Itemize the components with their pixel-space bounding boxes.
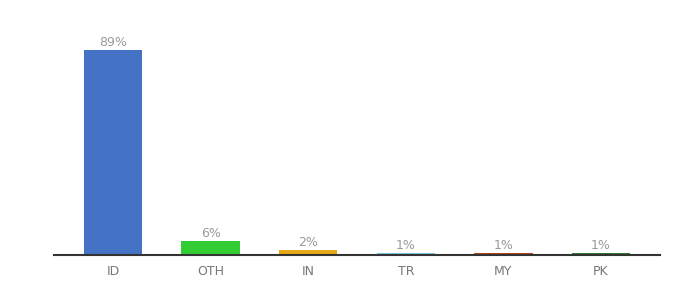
Text: 89%: 89%	[99, 36, 127, 49]
Text: 6%: 6%	[201, 227, 220, 240]
Bar	[474, 253, 532, 255]
Bar	[572, 253, 630, 255]
Bar	[279, 250, 337, 255]
Text: 1%: 1%	[591, 238, 611, 251]
Text: 1%: 1%	[396, 238, 415, 251]
Text: 1%: 1%	[494, 238, 513, 251]
Bar	[182, 241, 240, 255]
Bar	[84, 50, 142, 255]
Bar	[377, 253, 435, 255]
Text: 2%: 2%	[299, 236, 318, 249]
